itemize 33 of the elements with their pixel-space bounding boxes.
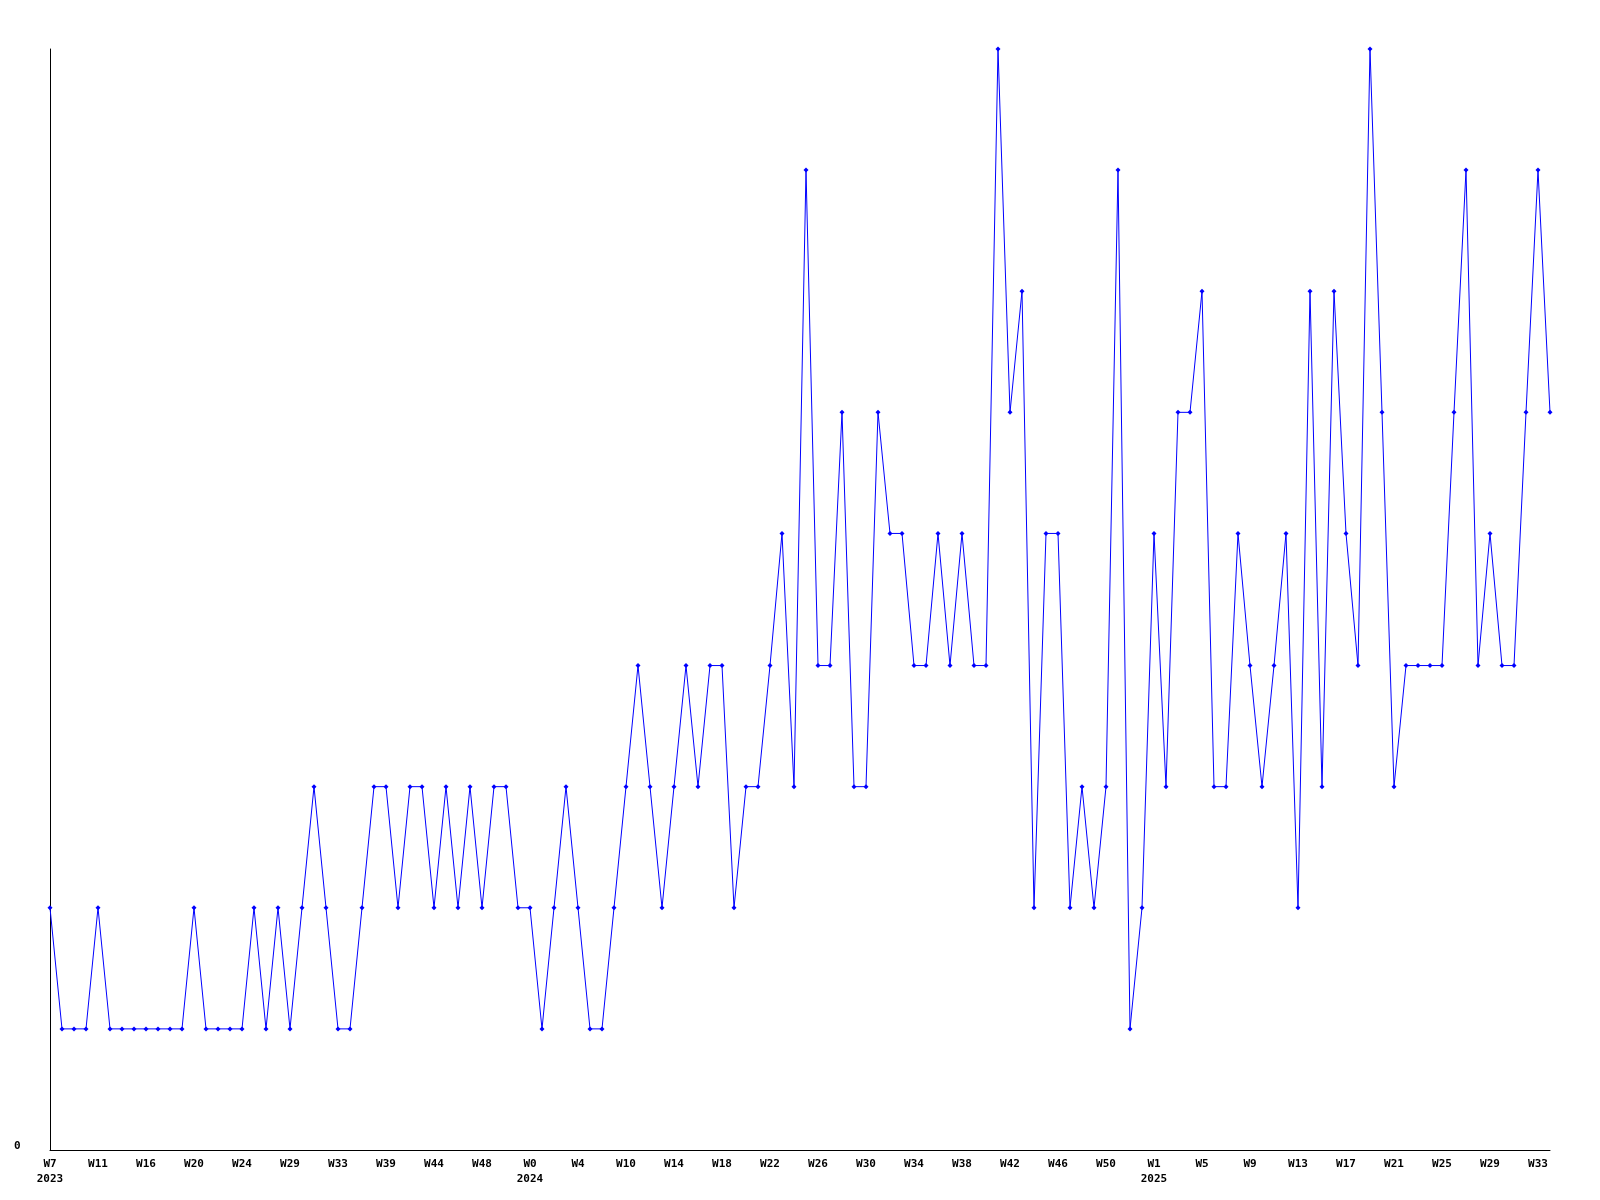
x-tick-label: W44 [424,1157,445,1170]
x-tick-label: W20 [184,1157,204,1170]
x-tick-label: W25 [1432,1157,1452,1170]
x-tick-label: W14 [664,1157,685,1170]
x-tick-label: W34 [904,1157,925,1170]
x-tick-label: W33 [1528,1157,1548,1170]
x-tick-label: W16 [136,1157,157,1170]
x-tick-label: W18 [712,1157,732,1170]
x-tick-label: W11 [88,1157,109,1170]
x-tick-label: W4 [571,1157,585,1170]
x-tick-label: W21 [1384,1157,1405,1170]
x-tick-label: W22 [760,1157,780,1170]
x-tick-label: W42 [1000,1157,1020,1170]
x-tick-label: W26 [808,1157,829,1170]
x-tick-label: W38 [952,1157,972,1170]
x-tick-label: W5 [1195,1157,1209,1170]
text: 0 [14,1139,21,1152]
x-tick-label: W29 [280,1157,300,1170]
x-tick-label: W0 2024 [516,1157,544,1185]
x-tick-label: W50 [1096,1157,1116,1170]
x-tick-label: W1 2025 [1140,1157,1168,1185]
x-tick-label: W33 [328,1157,348,1170]
x-tick-label: W48 [472,1157,492,1170]
x-tick-label: W24 [232,1157,253,1170]
x-tick-label: W7 2023 [36,1157,64,1185]
x-tick-label: W9 [1243,1157,1257,1170]
x-tick-label: W17 [1336,1157,1356,1170]
x-tick-label: W39 [376,1157,396,1170]
x-tick-label: W46 [1048,1157,1069,1170]
x-tick-label: W29 [1480,1157,1500,1170]
x-tick-label: W10 [616,1157,636,1170]
x-tick-label: W13 [1288,1157,1308,1170]
x-tick-label: W30 [856,1157,876,1170]
